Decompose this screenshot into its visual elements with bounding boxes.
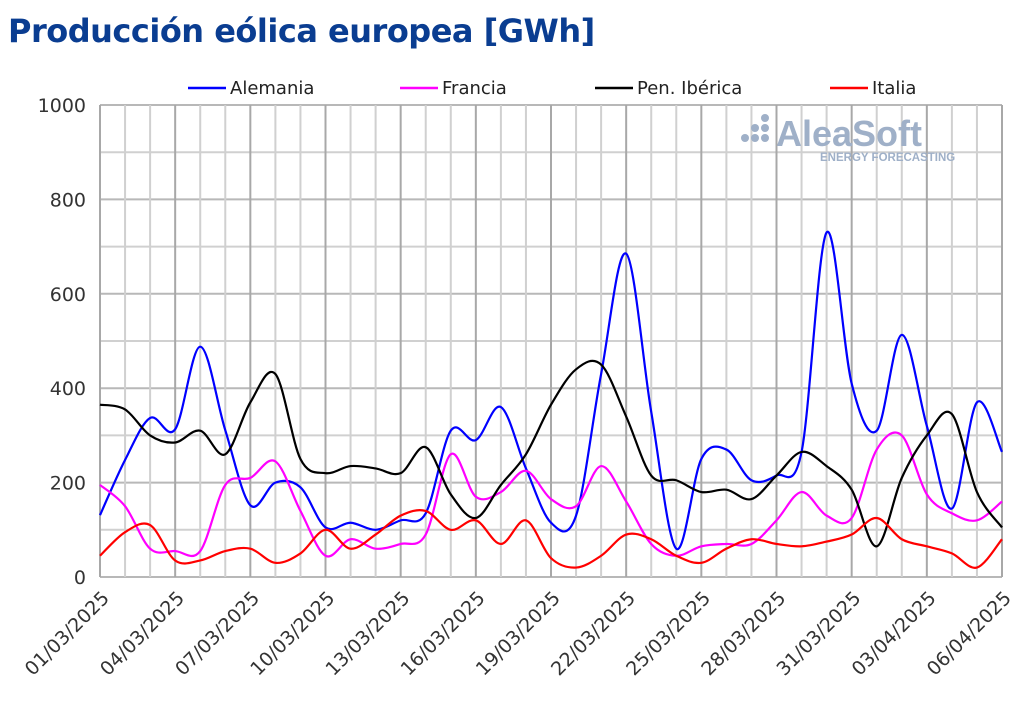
logo-brand: AleaSoft [776, 113, 922, 154]
logo-dot [761, 134, 769, 142]
logo-dot [741, 134, 749, 142]
series-line-alemania [98, 230, 1004, 550]
legend-label-pen-ib-rica: Pen. Ibérica [637, 78, 742, 99]
aleasoft-logo [741, 114, 769, 142]
y-tick-label: 1000 [38, 95, 86, 117]
legend-label-italia: Italia [872, 78, 916, 99]
legend-label-francia: Francia [442, 78, 507, 99]
logo-dot [761, 114, 769, 122]
y-tick-label: 200 [50, 473, 86, 495]
logo-dot [761, 124, 769, 132]
logo-tagline: ENERGY FORECASTING [820, 152, 955, 164]
series-line-pen-ib-rica [99, 359, 1003, 548]
logo-dot [751, 124, 759, 132]
y-tick-label: 400 [50, 378, 86, 400]
y-tick-label: 800 [50, 189, 86, 211]
chart-title: Producción eólica europea [GWh] [8, 12, 595, 50]
legend-label-alemania: Alemania [230, 78, 314, 99]
series-line-italia [99, 509, 1003, 569]
y-tick-label: 600 [50, 284, 86, 306]
logo-dot [751, 134, 759, 142]
series-line-francia [99, 431, 1003, 558]
y-tick-label: 0 [74, 567, 86, 589]
